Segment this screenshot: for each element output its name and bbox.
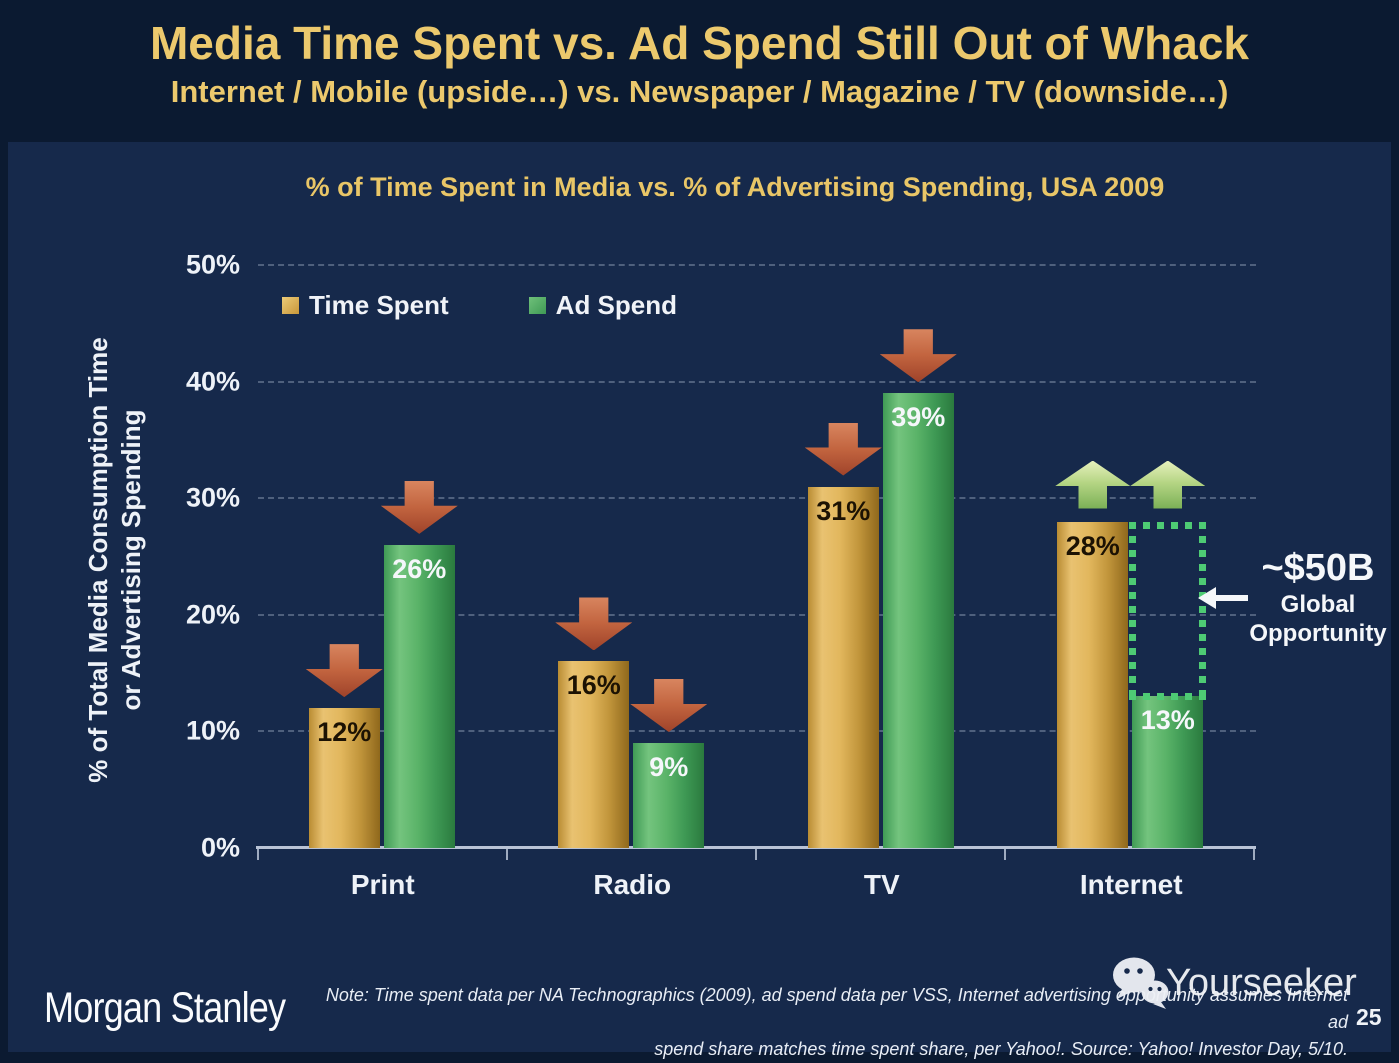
bar-value-label: 31% — [816, 495, 871, 526]
bar-value-label: 28% — [1065, 530, 1120, 561]
y-tick-label: 30% — [185, 482, 240, 513]
gridline-10 — [258, 730, 1256, 733]
x-axis-tick — [506, 849, 508, 860]
chart-panel-background — [8, 142, 1391, 1052]
dotted-box-right-edge — [1199, 521, 1207, 701]
legend-item-ad-spend: Ad Spend — [528, 290, 678, 321]
x-axis-tick — [1004, 849, 1006, 860]
gridline-30 — [258, 497, 1256, 500]
gridline-40 — [258, 380, 1256, 383]
up-arrow-icon — [1055, 460, 1131, 509]
down-arrow-icon — [305, 644, 383, 698]
legend-label-ad-spend: Ad Spend — [555, 290, 678, 320]
bar-tv-ad-spend — [882, 393, 954, 848]
legend-item-time-spent: Time Spent — [282, 290, 449, 321]
bar-value-label: 16% — [566, 670, 621, 701]
time-spent-swatch-icon — [282, 297, 299, 314]
bar-radio-ad-spend — [633, 743, 705, 848]
watermark-text: Yourseeker — [1166, 961, 1357, 1004]
bar-value-label: 12% — [317, 717, 372, 748]
x-axis-line — [256, 846, 1256, 849]
opportunity-line2: Opportunity — [1249, 620, 1387, 647]
down-arrow-icon — [879, 329, 957, 383]
bar-internet-time-spent — [1057, 521, 1129, 848]
x-category-label: Radio — [593, 869, 672, 900]
bar-radio-time-spent — [558, 661, 630, 848]
bar-value-label: 13% — [1140, 705, 1195, 736]
down-arrow-icon — [380, 480, 458, 534]
legend: Time Spent Ad Spend — [282, 290, 677, 321]
bar-value-label: 26% — [392, 553, 447, 584]
footnote-line2: spend share matches time spent share, pe… — [654, 1039, 1348, 1059]
dotted-box-left-edge — [1129, 521, 1137, 701]
gridline-50 — [258, 264, 1256, 266]
opportunity-value: ~$50B — [1261, 547, 1375, 589]
chart-title: % of Time Spent in Media vs. % of Advert… — [305, 172, 1165, 202]
ad-spend-swatch-icon — [528, 297, 546, 314]
slide-title: Media Time Spent vs. Ad Spend Still Out … — [149, 17, 1250, 69]
opportunity-line1: Global — [1280, 591, 1356, 618]
bar-tv-time-spent — [807, 486, 879, 848]
x-category-label: TV — [863, 869, 900, 900]
down-arrow-icon — [804, 422, 882, 476]
dotted-box-bottom-edge — [1129, 693, 1207, 701]
bar-value-label: 9% — [649, 752, 689, 783]
y-tick-label: 0% — [200, 832, 240, 863]
gridline-20 — [258, 613, 1256, 616]
opportunity-dotted-box — [1129, 521, 1207, 701]
bar-print-ad-spend — [383, 544, 455, 848]
down-arrow-icon — [555, 597, 633, 651]
page-number: 25 — [1356, 1004, 1382, 1030]
wechat-icon — [1113, 957, 1169, 1009]
up-arrow-icon — [1130, 460, 1206, 509]
down-arrow-icon — [630, 679, 708, 733]
x-axis-tick — [1253, 849, 1255, 860]
bar-internet-ad-spend — [1132, 696, 1204, 848]
footnote-line1: Note: Time spent data per NA Technograph… — [325, 985, 1348, 1032]
legend-label-time-spent: Time Spent — [309, 290, 449, 320]
watermark: Yourseeker — [1110, 956, 1357, 1010]
morgan-stanley-logo: Morgan Stanley — [44, 984, 286, 1032]
x-category-label: Internet — [1079, 869, 1183, 900]
y-tick-label: 20% — [185, 599, 240, 630]
left-arrow-icon — [1198, 587, 1248, 609]
x-category-label: Print — [350, 869, 415, 900]
dotted-box-top-edge — [1129, 521, 1207, 529]
opportunity-annotation: ~$50B Global Opportunity — [1240, 546, 1396, 648]
y-tick-label: 10% — [185, 715, 240, 746]
bar-print-time-spent — [308, 708, 380, 848]
slide-subtitle: Internet / Mobile (upside…) vs. Newspape… — [170, 74, 1229, 109]
x-axis-tick — [755, 849, 757, 860]
bar-value-label: 39% — [891, 402, 946, 433]
y-tick-label: 50% — [185, 249, 240, 280]
x-axis-tick — [257, 849, 259, 860]
y-tick-label: 40% — [185, 366, 240, 397]
